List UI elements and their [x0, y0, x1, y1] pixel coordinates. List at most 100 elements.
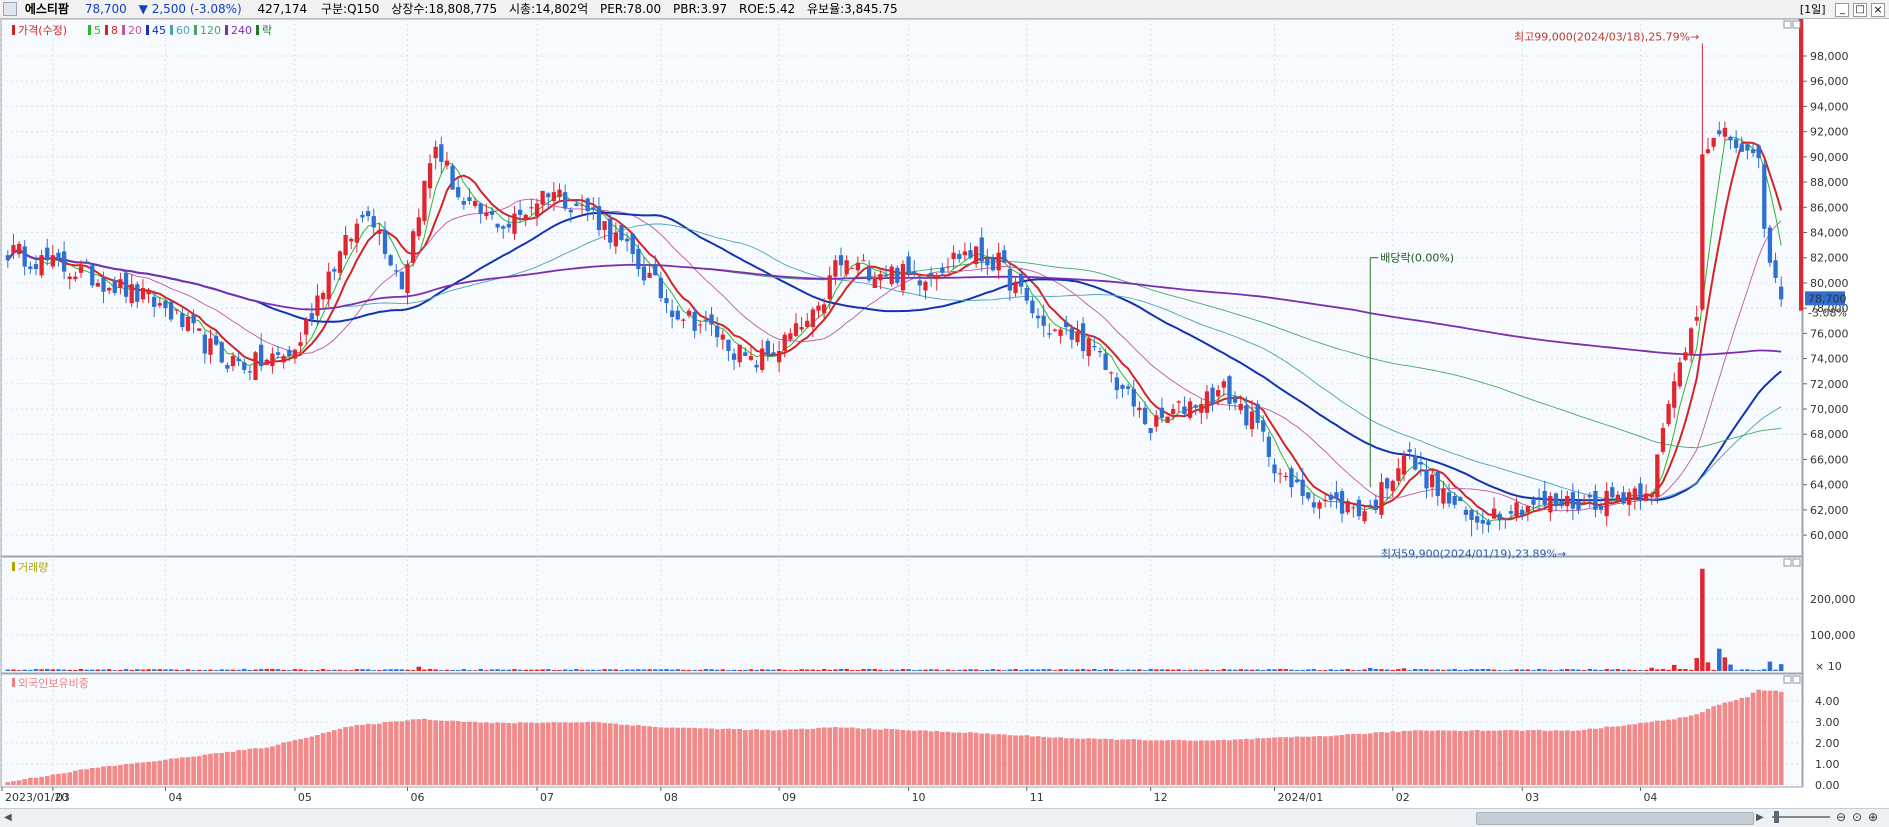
- volume-bar: [135, 669, 140, 671]
- candle-body: [1204, 391, 1210, 413]
- volume-bar: [1170, 669, 1176, 671]
- volume-bar: [759, 669, 765, 671]
- candle-body: [827, 275, 832, 300]
- volume-bar: [1750, 669, 1756, 671]
- scroll-left-icon[interactable]: ◀: [4, 812, 12, 823]
- candle-body: [782, 334, 787, 352]
- stock-name[interactable]: 에스티팜: [24, 2, 69, 16]
- candle-body: [737, 344, 742, 363]
- candle-body: [1632, 488, 1637, 500]
- chart-area[interactable]: 60,000 62,000 64,000 66,000 68,000 70,000 72,0…: [0, 18, 1889, 807]
- volume-bar: [1593, 669, 1598, 671]
- candle-body: [388, 255, 393, 266]
- volume-bar: [1367, 667, 1373, 671]
- trade-volume: 427,174: [257, 2, 308, 16]
- candle-body: [377, 231, 382, 234]
- foreign-bar: [1170, 740, 1176, 785]
- volume-bar: [911, 670, 917, 671]
- candle-body: [275, 352, 281, 355]
- volume-bar: [123, 669, 129, 671]
- candle-body: [715, 325, 720, 338]
- candle-body: [349, 238, 354, 242]
- foreign-bar: [1463, 730, 1469, 785]
- zoom-out-icon[interactable]: ⊖: [1836, 810, 1847, 824]
- price-tick-label: 78,000: [1810, 302, 1849, 315]
- volume-bar: [270, 668, 275, 671]
- foreign-bar: [1502, 730, 1508, 785]
- foreign-bar: [579, 722, 585, 785]
- chart-scrollbar[interactable]: ◀ ▶ ⊖ ⊙ ⊕: [0, 808, 1889, 827]
- close-button[interactable]: ×: [1871, 2, 1885, 17]
- scroll-thumb[interactable]: [1476, 812, 1754, 825]
- volume-bar: [1418, 669, 1424, 671]
- foreign-bar: [833, 727, 838, 785]
- candle-body: [1491, 508, 1497, 519]
- volume-bar: [1452, 669, 1457, 671]
- foreign-bar: [1013, 735, 1018, 785]
- volume-bar: [1458, 669, 1463, 671]
- scroll-right-icon[interactable]: ▶: [1756, 812, 1764, 823]
- foreign-bar: [360, 724, 365, 785]
- zoom-slider-handle[interactable]: [1774, 811, 1779, 823]
- candles: [5, 43, 1784, 537]
- volume-bar: [1154, 669, 1159, 671]
- candle-body: [523, 214, 528, 220]
- candle-body: [585, 198, 590, 212]
- candle-body: [1137, 407, 1142, 411]
- foreign-bar: [1148, 740, 1154, 785]
- foreign-bar: [472, 721, 478, 785]
- volume-bar: [861, 669, 866, 671]
- volume-bar: [196, 669, 202, 671]
- foreign-bar: [737, 728, 743, 785]
- candle-body: [1672, 381, 1677, 408]
- foreign-bar: [720, 728, 726, 785]
- legend-label: 120: [200, 24, 221, 37]
- volume-bar: [737, 670, 742, 671]
- volume-bar: [872, 668, 878, 671]
- foreign-bar: [348, 726, 354, 785]
- volume-legend-swatch: [12, 562, 15, 571]
- window-menu-icon[interactable]: [3, 2, 17, 16]
- foreign-bar: [89, 767, 95, 785]
- zoom-in-icon[interactable]: ⊕: [1868, 810, 1879, 824]
- volume-bar: [557, 670, 562, 671]
- period-button[interactable]: [1일]: [1799, 3, 1826, 16]
- volume-bar: [1694, 658, 1699, 671]
- volume-bar: [1745, 669, 1750, 671]
- candle-body: [793, 323, 799, 336]
- candle-body: [168, 301, 174, 320]
- volume-bar: [332, 669, 337, 671]
- volume-bar: [1328, 669, 1334, 671]
- candle-body: [1643, 493, 1649, 502]
- zoom-reset-icon[interactable]: ⊙: [1852, 810, 1863, 824]
- foreign-bar: [1570, 730, 1576, 785]
- candle-body: [1193, 405, 1198, 408]
- volume-bar: [1728, 664, 1733, 671]
- foreign-bar: [179, 757, 185, 785]
- candle-body: [512, 213, 517, 234]
- foreign-bar: [27, 777, 33, 785]
- candle-body: [1587, 494, 1592, 498]
- candle-body: [1030, 300, 1035, 314]
- chart-svg[interactable]: 60,000 62,000 64,000 66,000 68,000 70,000 72,0…: [0, 18, 1889, 807]
- volume-bar: [996, 669, 1001, 671]
- volume-bar: [793, 670, 799, 671]
- foreign-bar: [1289, 737, 1294, 785]
- foreign-bar: [1711, 706, 1716, 785]
- foreign-bar: [551, 722, 557, 785]
- candle-body: [1565, 496, 1570, 507]
- candle-body: [985, 257, 990, 266]
- maximize-button[interactable]: □: [1853, 2, 1868, 17]
- zoom-slider[interactable]: [1772, 816, 1830, 818]
- candle-body: [833, 260, 838, 277]
- foreign-bar: [151, 761, 157, 785]
- candle-body: [242, 362, 247, 370]
- volume-bar: [1351, 670, 1356, 671]
- foreign-bar: [1018, 735, 1024, 785]
- minimize-button[interactable]: _: [1835, 2, 1850, 17]
- candle-body: [1007, 269, 1013, 291]
- foreign-bar: [1694, 714, 1700, 785]
- foreign-bar: [1182, 740, 1187, 785]
- candle-body: [1615, 494, 1621, 500]
- price-tick-label: 86,000: [1810, 201, 1849, 214]
